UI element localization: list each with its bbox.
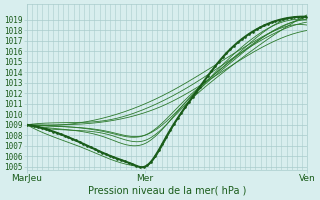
X-axis label: Pression niveau de la mer( hPa ): Pression niveau de la mer( hPa )	[88, 186, 246, 196]
